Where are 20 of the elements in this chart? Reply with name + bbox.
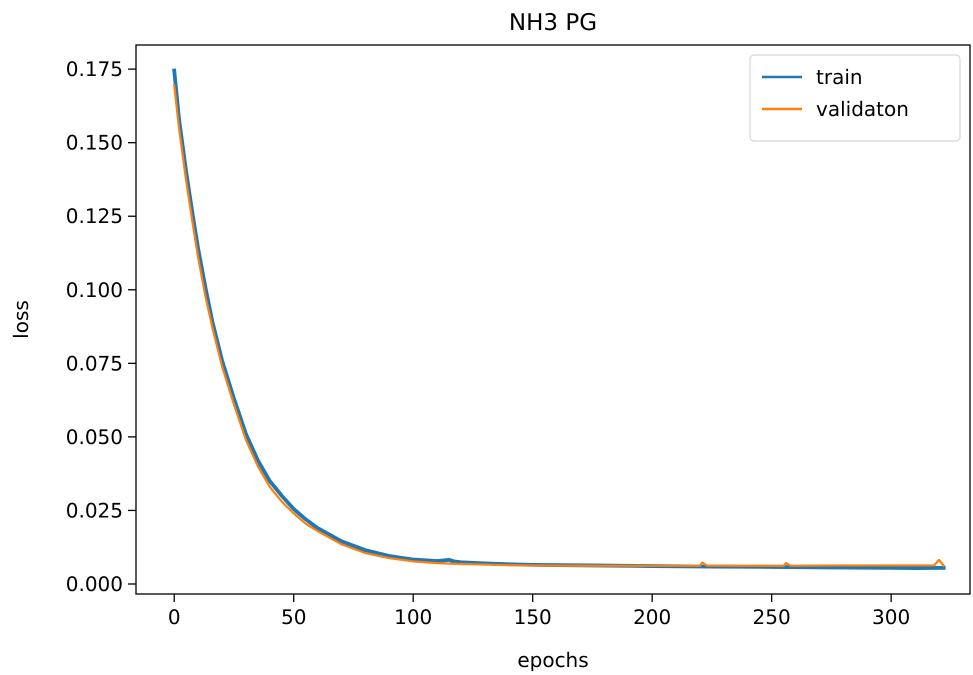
x-tick-label: 150 [514, 605, 552, 629]
y-tick-label: 0.150 [66, 130, 123, 155]
x-tick-label: 200 [633, 605, 672, 629]
chart-title: NH3 PG [508, 10, 598, 36]
y-tick-label: 0.025 [66, 498, 123, 522]
y-tick-label: 0.075 [66, 351, 123, 376]
x-tick-label: 300 [872, 605, 910, 629]
x-tick-label: 250 [752, 605, 791, 629]
x-tick-label: 50 [280, 605, 306, 629]
x-axis-title: epochs [517, 648, 589, 672]
x-tick-label: 100 [394, 605, 432, 629]
x-tick-label: 0 [168, 605, 181, 629]
y-tick-label: 0.000 [66, 572, 123, 596]
y-axis-title: loss [9, 300, 33, 339]
legend-label: validaton [816, 97, 909, 121]
legend-label: train [816, 65, 863, 89]
y-tick-label: 0.050 [66, 424, 123, 449]
y-tick-label: 0.175 [66, 57, 123, 82]
y-tick-label: 0.125 [66, 204, 123, 228]
y-tick-label: 0.100 [66, 278, 123, 302]
